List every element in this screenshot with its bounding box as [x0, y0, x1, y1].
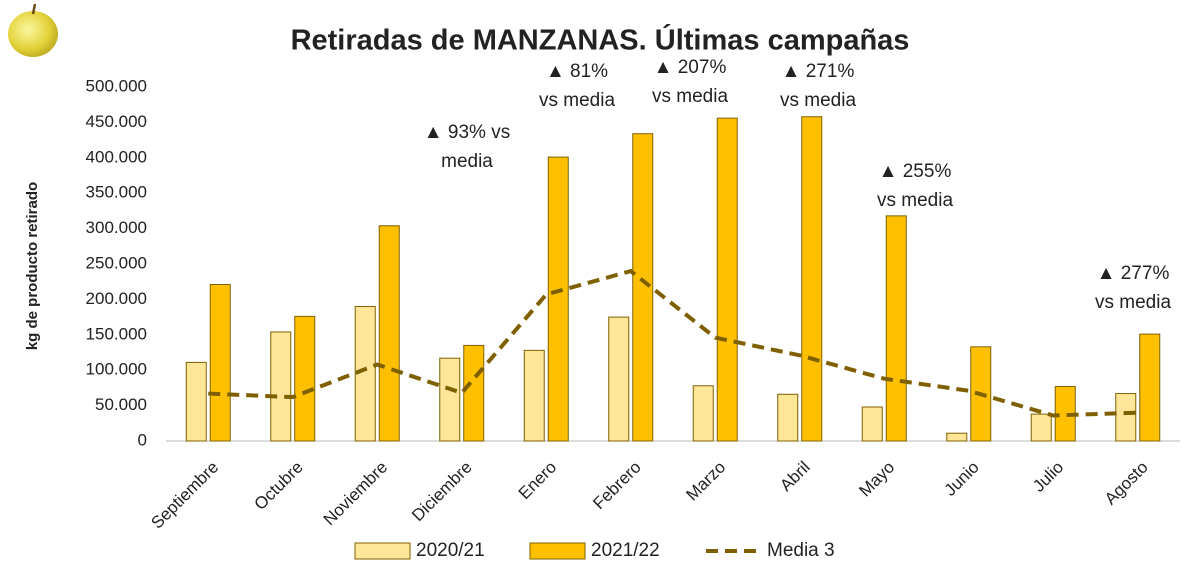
y-tick-label: 100.000: [86, 360, 147, 379]
bar: [692, 385, 714, 442]
annotation: vs media: [539, 90, 615, 111]
bar: [1115, 393, 1137, 442]
x-tick-label: Octubre: [251, 458, 307, 514]
y-tick-label: 250.000: [86, 253, 147, 272]
bar: [354, 305, 376, 442]
bar: [608, 316, 630, 442]
x-tick-label: Agosto: [1101, 458, 1152, 509]
y-tick-label: 400.000: [86, 147, 147, 166]
bar: [523, 349, 545, 442]
bar: [946, 432, 968, 442]
bar: [209, 284, 231, 442]
x-tick-label: Junio: [941, 458, 983, 500]
y-tick-label: 500.000: [86, 76, 147, 95]
x-tick-label: Septiembre: [147, 458, 222, 533]
bar: [294, 315, 316, 442]
y-tick-label: 200.000: [86, 289, 147, 308]
legend-label: 2020/21: [416, 540, 485, 561]
y-tick-label: 150.000: [86, 324, 147, 343]
bar: [632, 133, 654, 442]
x-tick-label: Julio: [1029, 458, 1067, 496]
y-tick-label: 450.000: [86, 112, 147, 131]
x-tick-label: Abril: [776, 458, 813, 495]
annotation: ▲ 271%: [782, 61, 855, 82]
x-tick-label: Noviembre: [320, 458, 392, 530]
x-tick-label: Marzo: [682, 458, 729, 505]
legend-swatch: [529, 542, 586, 560]
bar: [801, 116, 823, 442]
bar: [439, 357, 461, 442]
bar: [185, 361, 207, 442]
x-tick-label: Enero: [515, 458, 561, 504]
bar: [378, 225, 400, 442]
x-tick-label: Diciembre: [408, 458, 476, 526]
y-tick-label: 350.000: [86, 183, 147, 202]
y-tick-label: 300.000: [86, 218, 147, 237]
bar: [861, 406, 883, 442]
average-line: [208, 268, 1138, 418]
bar: [270, 331, 292, 442]
bar: [777, 393, 799, 442]
y-tick-label: 50.000: [95, 395, 147, 414]
legend-label: Media 3: [767, 540, 835, 561]
legend-label: 2021/22: [591, 540, 660, 561]
annotation: vs media: [1095, 292, 1171, 313]
annotation: ▲ 255%: [879, 161, 952, 182]
annotation: ▲ 277%: [1097, 263, 1170, 284]
bar: [716, 117, 738, 442]
x-tick-label: Febrero: [589, 458, 645, 514]
bar: [885, 215, 907, 442]
y-axis-title: kg de producto retirado: [24, 182, 41, 350]
annotation: ▲ 93% vs: [424, 122, 510, 143]
bar: [1030, 413, 1052, 442]
apple-icon: [8, 3, 58, 57]
annotation: vs media: [877, 190, 953, 211]
annotation: ▲ 81%: [546, 61, 608, 82]
bar: [1139, 333, 1161, 442]
chart-title: Retiradas de MANZANAS. Últimas campañas: [291, 23, 910, 57]
legend-swatch: [354, 542, 411, 560]
x-tick-label: Mayo: [855, 458, 898, 501]
annotation: media: [441, 151, 493, 172]
bar: [547, 156, 569, 442]
y-tick-label: 0: [138, 430, 147, 449]
annotation: vs media: [780, 90, 856, 111]
annotation: ▲ 207%: [654, 57, 727, 78]
annotation: vs media: [652, 86, 728, 107]
bar: [463, 344, 485, 442]
